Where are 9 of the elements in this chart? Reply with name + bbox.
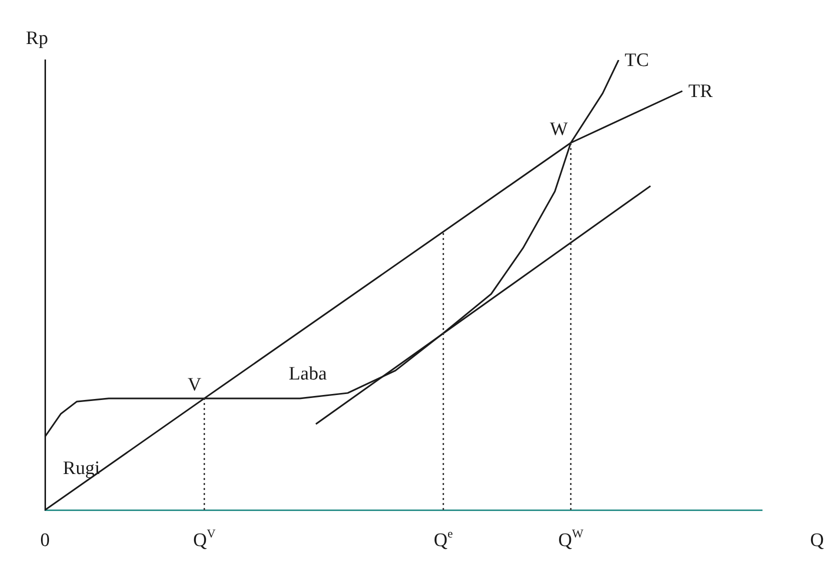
y-axis-title: Rp xyxy=(26,28,48,49)
annotation: V xyxy=(188,374,202,396)
x-tick-label: 0 xyxy=(40,530,50,551)
annotation: W xyxy=(550,118,568,140)
series-label: TR xyxy=(688,81,713,102)
annotation: Laba xyxy=(288,364,328,384)
series-label: TC xyxy=(624,50,649,71)
x-axis-title: Q xyxy=(810,530,824,551)
annotation: Rugi xyxy=(62,458,100,479)
